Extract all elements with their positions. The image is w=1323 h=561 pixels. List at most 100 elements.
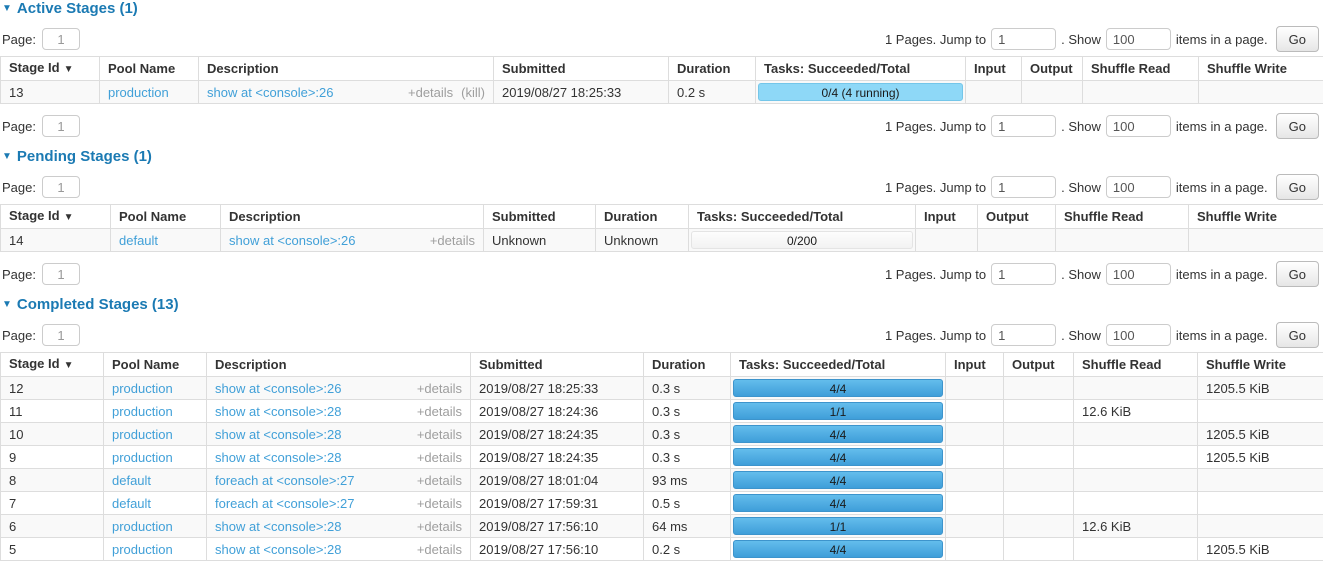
column-header-duration[interactable]: Duration xyxy=(644,353,731,377)
show-count-input[interactable] xyxy=(1106,324,1171,346)
details-link[interactable]: +details xyxy=(430,233,475,248)
column-header-input[interactable]: Input xyxy=(916,205,978,229)
description-link[interactable]: show at <console>:28 xyxy=(215,519,341,534)
column-header-duration[interactable]: Duration xyxy=(669,57,756,81)
go-button[interactable]: Go xyxy=(1276,261,1319,287)
go-button[interactable]: Go xyxy=(1276,26,1319,52)
page-number-input[interactable] xyxy=(42,263,80,285)
show-count-input[interactable] xyxy=(1106,176,1171,198)
description-link[interactable]: foreach at <console>:27 xyxy=(215,496,355,511)
column-header-description[interactable]: Description xyxy=(199,57,494,81)
jump-to-input[interactable] xyxy=(991,263,1056,285)
column-header-pool-name[interactable]: Pool Name xyxy=(100,57,199,81)
page-number-input[interactable] xyxy=(42,324,80,346)
pool-name-link[interactable]: production xyxy=(112,381,173,396)
column-header-description[interactable]: Description xyxy=(207,353,471,377)
pagination-active-bottom: Page:1 Pages. Jump to. Showitems in a pa… xyxy=(2,113,1319,139)
column-header-output[interactable]: Output xyxy=(1004,353,1074,377)
column-header-shuffle-read[interactable]: Shuffle Read xyxy=(1056,205,1189,229)
pool-name-link[interactable]: production xyxy=(112,450,173,465)
pool-name-cell: default xyxy=(111,229,221,252)
column-header-input[interactable]: Input xyxy=(946,353,1004,377)
description-link[interactable]: show at <console>:28 xyxy=(215,404,341,419)
column-header-shuffle-read[interactable]: Shuffle Read xyxy=(1083,57,1199,81)
pool-name-link[interactable]: default xyxy=(112,473,151,488)
section-title-pending[interactable]: ▼Pending Stages (1) xyxy=(2,149,1323,165)
jump-to-input[interactable] xyxy=(991,176,1056,198)
stage-id-cell: 13 xyxy=(1,81,100,104)
pool-name-link[interactable]: production xyxy=(112,427,173,442)
show-count-input[interactable] xyxy=(1106,263,1171,285)
column-header-submitted[interactable]: Submitted xyxy=(471,353,644,377)
jump-to-input[interactable] xyxy=(991,28,1056,50)
description-link[interactable]: show at <console>:26 xyxy=(215,381,341,396)
details-link[interactable]: +details xyxy=(408,85,453,100)
column-header-submitted[interactable]: Submitted xyxy=(494,57,669,81)
column-header-stage-id[interactable]: Stage Id▼ xyxy=(1,205,111,229)
page-number-input[interactable] xyxy=(42,176,80,198)
description-link[interactable]: foreach at <console>:27 xyxy=(215,473,355,488)
output-cell xyxy=(1004,423,1074,446)
column-header-description[interactable]: Description xyxy=(221,205,484,229)
jump-to-input[interactable] xyxy=(991,115,1056,137)
show-count-input[interactable] xyxy=(1106,28,1171,50)
pool-name-link[interactable]: production xyxy=(112,542,173,557)
submitted-cell: 2019/08/27 18:25:33 xyxy=(494,81,669,104)
description-link[interactable]: show at <console>:26 xyxy=(207,85,333,100)
column-header-output[interactable]: Output xyxy=(1022,57,1083,81)
column-header-label: Duration xyxy=(677,61,730,76)
show-count-input[interactable] xyxy=(1106,115,1171,137)
pool-name-link[interactable]: production xyxy=(112,519,173,534)
go-button[interactable]: Go xyxy=(1276,174,1319,200)
column-header-output[interactable]: Output xyxy=(978,205,1056,229)
section-title-completed[interactable]: ▼Completed Stages (13) xyxy=(2,297,1323,313)
jump-to-input[interactable] xyxy=(991,324,1056,346)
details-link[interactable]: +details xyxy=(417,381,462,396)
pool-name-link[interactable]: default xyxy=(119,233,158,248)
shuffle-read-cell xyxy=(1074,492,1198,515)
description-cell: +details show at <console>:28 xyxy=(207,400,471,423)
kill-link[interactable]: (kill) xyxy=(461,85,485,100)
column-header-shuffle-write[interactable]: Shuffle Write xyxy=(1199,57,1323,81)
details-link[interactable]: +details xyxy=(417,427,462,442)
pool-name-link[interactable]: production xyxy=(112,404,173,419)
details-link[interactable]: +details xyxy=(417,542,462,557)
column-header-label: Duration xyxy=(652,357,705,372)
details-link[interactable]: +details xyxy=(417,450,462,465)
go-button[interactable]: Go xyxy=(1276,322,1319,348)
column-header-stage-id[interactable]: Stage Id▼ xyxy=(1,353,104,377)
output-cell xyxy=(1022,81,1083,104)
column-header-stage-id[interactable]: Stage Id▼ xyxy=(1,57,100,81)
details-link[interactable]: +details xyxy=(417,404,462,419)
page-number-input[interactable] xyxy=(42,115,80,137)
column-header-input[interactable]: Input xyxy=(966,57,1022,81)
description-link[interactable]: show at <console>:28 xyxy=(215,450,341,465)
details-link[interactable]: +details xyxy=(417,496,462,511)
pool-name-link[interactable]: production xyxy=(108,85,169,100)
page-number-input[interactable] xyxy=(42,28,80,50)
description-link[interactable]: show at <console>:28 xyxy=(215,427,341,442)
column-header-shuffle-write[interactable]: Shuffle Write xyxy=(1198,353,1323,377)
column-header-label: Submitted xyxy=(492,209,556,224)
task-progress-bar: 4/4 xyxy=(733,379,943,397)
column-header-shuffle-write[interactable]: Shuffle Write xyxy=(1189,205,1323,229)
column-header-tasks-succeeded-total[interactable]: Tasks: Succeeded/Total xyxy=(731,353,946,377)
go-button[interactable]: Go xyxy=(1276,113,1319,139)
section-title-active[interactable]: ▼Active Stages (1) xyxy=(2,1,1323,17)
details-link[interactable]: +details xyxy=(417,519,462,534)
column-header-pool-name[interactable]: Pool Name xyxy=(104,353,207,377)
description-link[interactable]: show at <console>:26 xyxy=(229,233,355,248)
pool-name-link[interactable]: default xyxy=(112,496,151,511)
column-header-submitted[interactable]: Submitted xyxy=(484,205,596,229)
column-header-pool-name[interactable]: Pool Name xyxy=(111,205,221,229)
column-header-tasks-succeeded-total[interactable]: Tasks: Succeeded/Total xyxy=(756,57,966,81)
column-header-shuffle-read[interactable]: Shuffle Read xyxy=(1074,353,1198,377)
column-header-duration[interactable]: Duration xyxy=(596,205,689,229)
details-link[interactable]: +details xyxy=(417,473,462,488)
column-header-tasks-succeeded-total[interactable]: Tasks: Succeeded/Total xyxy=(689,205,916,229)
description-link[interactable]: show at <console>:28 xyxy=(215,542,341,557)
